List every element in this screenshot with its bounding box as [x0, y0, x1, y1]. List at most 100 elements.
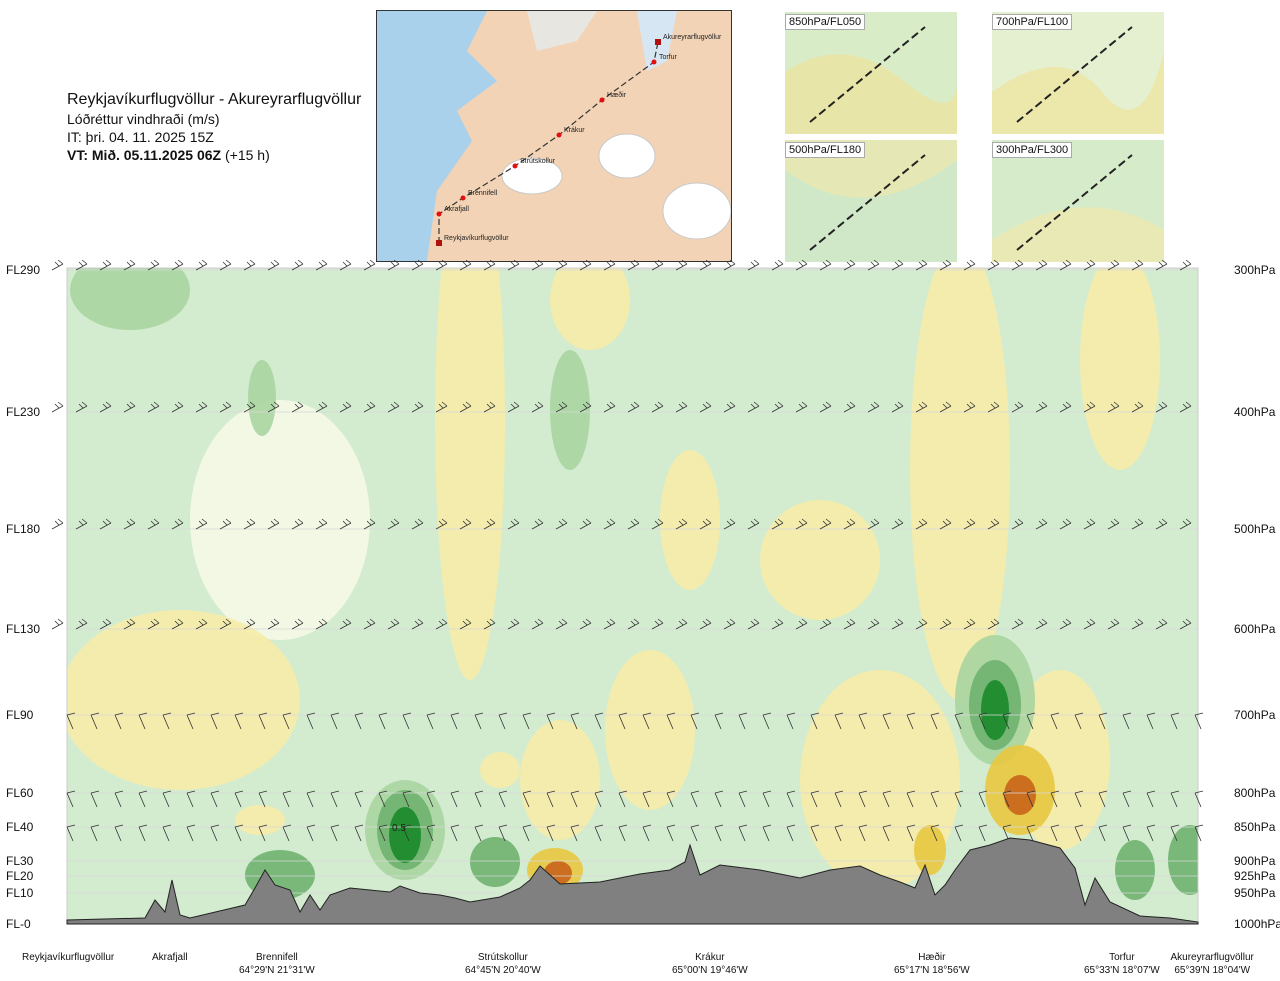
- wind-barb: [939, 618, 952, 630]
- wind-barb: [1035, 260, 1048, 271]
- station-name: Strútskollur: [477, 952, 528, 963]
- wind-barb: [195, 618, 208, 630]
- wind-barb: [354, 712, 364, 730]
- issue-time: IT: þri. 04. 11. 2025 15Z: [67, 129, 214, 145]
- wind-barb: [378, 824, 388, 842]
- wind-barb: [162, 712, 172, 730]
- wind-barb: [1035, 618, 1048, 630]
- wind-barb: [714, 712, 724, 730]
- wind-barb: [978, 824, 988, 842]
- wind-barb: [987, 518, 1000, 530]
- wind-barb: [210, 712, 220, 730]
- wind-barb: [867, 518, 880, 530]
- flight-level-label: FL290: [6, 263, 41, 277]
- station-label: Akrafjall: [152, 951, 188, 964]
- wind-barb: [66, 712, 76, 730]
- wind-barb: [186, 824, 196, 842]
- chart-header: Reykjavíkurflugvöllur - Akureyrarflugvöl…: [67, 90, 361, 164]
- station-label: Hæðir 65°17'N 18°56'W: [894, 951, 970, 977]
- wind-barb: [258, 790, 268, 808]
- wind-barb: [690, 790, 700, 808]
- wind-barb: [675, 618, 688, 630]
- wind-barb: [147, 618, 160, 630]
- route-point: [512, 163, 518, 169]
- wind-barb: [891, 260, 904, 271]
- wind-barb: [1107, 401, 1120, 413]
- flight-level-label: FL60: [6, 786, 34, 800]
- pressure-level-label: 1000hPa: [1234, 917, 1280, 931]
- wind-barb: [426, 790, 436, 808]
- route-point-label: Brennifell: [468, 190, 498, 197]
- station-coord: 65°00'N 19°46'W: [672, 965, 748, 976]
- wind-barb: [795, 518, 808, 530]
- wind-barb: [987, 618, 1000, 630]
- wind-barb: [267, 518, 280, 530]
- wind-barb: [891, 518, 904, 530]
- wind-barb: [51, 401, 64, 413]
- wind-barb: [267, 260, 280, 271]
- wind-barb: [867, 260, 880, 271]
- wind-barb: [387, 401, 400, 413]
- wind-barb: [363, 518, 376, 530]
- wind-barb: [354, 790, 364, 808]
- wind-barb: [1146, 790, 1156, 808]
- wind-barb: [459, 401, 472, 413]
- wind-barb: [666, 824, 676, 842]
- wind-barb: [387, 260, 400, 271]
- wind-barb: [123, 518, 136, 530]
- pressure-level-label: 950hPa: [1234, 886, 1276, 900]
- wind-barb: [1035, 518, 1048, 530]
- wind-barb: [339, 260, 352, 271]
- wind-barb: [75, 518, 88, 530]
- wind-barb: [738, 824, 748, 842]
- wind-barb: [339, 518, 352, 530]
- wind-barb: [171, 518, 184, 530]
- wind-barb: [1026, 712, 1036, 730]
- wind-barb: [1026, 790, 1036, 808]
- route-point-label: Akrafjall: [444, 206, 469, 213]
- wind-barb: [1083, 401, 1096, 413]
- wind-barb: [771, 518, 784, 530]
- wind-barb: [483, 401, 496, 413]
- wind-barb: [882, 824, 892, 842]
- wind-barb: [891, 401, 904, 413]
- wind-barb: [1194, 824, 1204, 842]
- wind-barb: [435, 518, 448, 530]
- wind-barb: [498, 790, 508, 808]
- wind-barb: [579, 260, 592, 271]
- wind-barb: [474, 824, 484, 842]
- wind-barb: [219, 518, 232, 530]
- wind-barb: [603, 618, 616, 630]
- wind-barb: [378, 790, 388, 808]
- wind-barb: [114, 824, 124, 842]
- wind-barb: [579, 618, 592, 630]
- wind-barb: [522, 712, 532, 730]
- wind-barb: [435, 260, 448, 271]
- wind-barb: [51, 260, 64, 271]
- wind-barb: [1122, 712, 1132, 730]
- wind-barb: [1059, 518, 1072, 530]
- wind-barb: [723, 518, 736, 530]
- wind-barb: [906, 790, 916, 808]
- wind-barb: [618, 790, 628, 808]
- wind-barb: [1098, 712, 1108, 730]
- route-map: Reykjavíkurflugvöllur Akrafjall Brennifell…: [376, 10, 732, 262]
- wind-barb: [1050, 712, 1060, 730]
- route-point: [436, 240, 442, 246]
- wind-barb: [363, 401, 376, 413]
- wind-barb: [1059, 618, 1072, 630]
- wind-barb: [762, 790, 772, 808]
- wind-barb: [555, 618, 568, 630]
- wind-barb: [291, 260, 304, 271]
- wind-barb: [459, 618, 472, 630]
- pressure-level-label: 400hPa: [1234, 405, 1276, 419]
- flight-level-label: FL230: [6, 405, 41, 419]
- wind-barb: [1107, 260, 1120, 271]
- pressure-level-label: 600hPa: [1234, 622, 1276, 636]
- wind-barb: [162, 824, 172, 842]
- wind-barb: [195, 260, 208, 271]
- wind-barb: [1011, 518, 1024, 530]
- wind-barb: [627, 260, 640, 271]
- wind-barb: [594, 712, 604, 730]
- wind-barb: [795, 260, 808, 271]
